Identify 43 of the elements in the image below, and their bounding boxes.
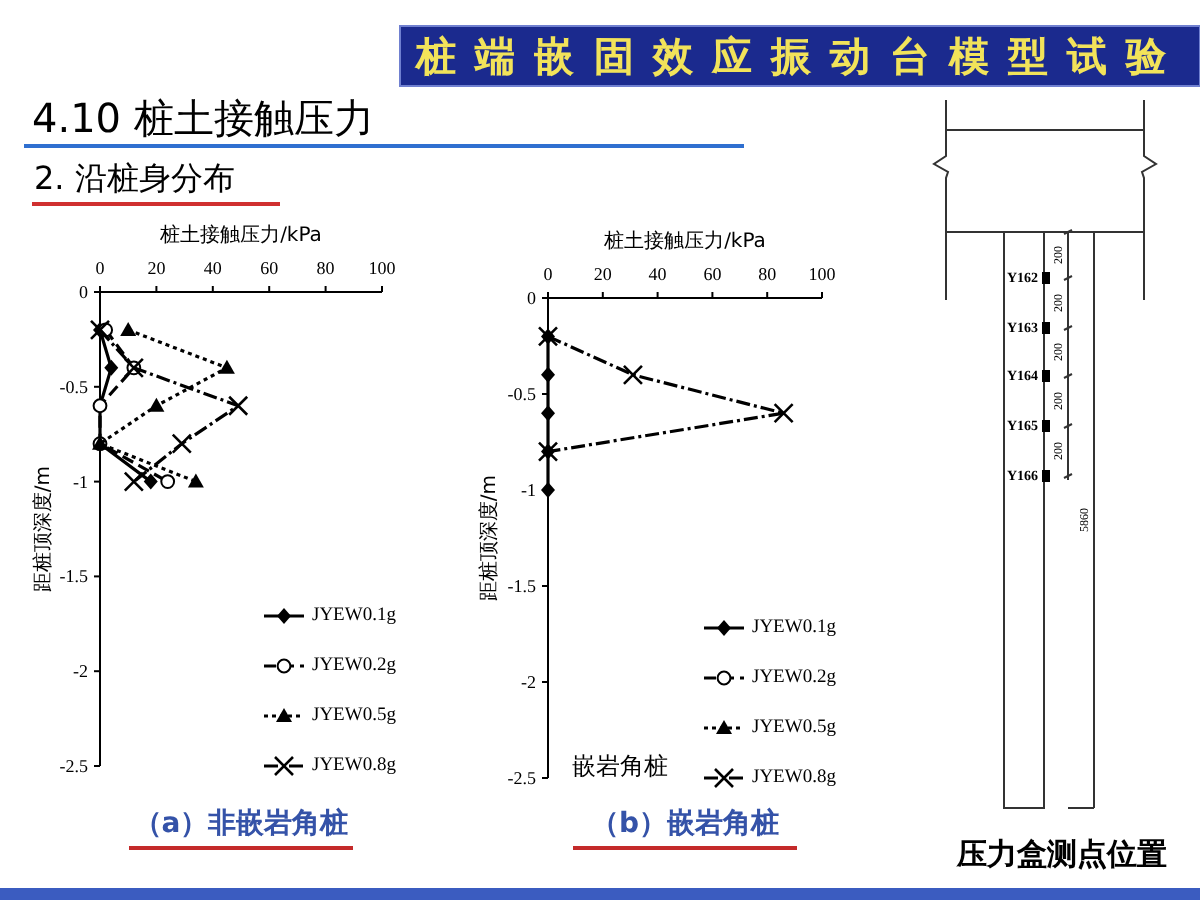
- y-tick-label: 0: [527, 288, 537, 308]
- legend-label: JYEW0.5g: [312, 706, 397, 726]
- annotation: 嵌岩角桩: [572, 752, 668, 780]
- y-tick-label: -2.5: [507, 768, 537, 788]
- x-tick-label: 60: [260, 258, 280, 278]
- y-tick-label: 0: [79, 282, 89, 302]
- x-tick-label: 100: [808, 264, 837, 284]
- legend-label: JYEW0.8g: [752, 768, 837, 788]
- text: 压力盒测点位置: [955, 836, 1167, 872]
- legend-label: JYEW0.2g: [752, 668, 837, 688]
- x-tick-label: 40: [203, 258, 223, 278]
- x-tick-label: 60: [703, 264, 723, 284]
- legend-label: JYEW0.2g: [312, 656, 397, 676]
- x-tick-label: 80: [316, 258, 336, 278]
- x-tick-label: 40: [648, 264, 668, 284]
- legend-label: JYEW0.1g: [752, 618, 837, 638]
- x-axis-title: 桩土接触压力/kPa: [602, 229, 766, 253]
- y-tick-label: -1: [521, 480, 536, 500]
- x-tick-label: 80: [758, 264, 778, 284]
- x-tick-label: 0: [543, 264, 554, 284]
- legend-label: JYEW0.8g: [312, 756, 397, 776]
- y-tick-label: -2: [73, 661, 88, 682]
- y-tick-label: -1: [73, 471, 88, 492]
- legend-label: JYEW0.1g: [312, 606, 397, 626]
- y-tick-label: -2: [521, 672, 536, 692]
- text: 桩端嵌固效应振动台模型试验: [414, 32, 1186, 80]
- x-tick-label: 0: [95, 258, 106, 278]
- text: 2. 沿桩身分布: [34, 159, 235, 197]
- y-axis-title: 距桩顶深度/m: [31, 465, 55, 593]
- y-tick-label: -1.5: [507, 576, 537, 596]
- x-axis-title: 桩土接触压力/kPa: [158, 223, 322, 247]
- y-tick-label: -0.5: [59, 376, 89, 397]
- text: 4.10 桩土接触压力: [32, 94, 374, 142]
- x-tick-label: 20: [593, 264, 613, 284]
- x-tick-label: 20: [147, 258, 167, 278]
- text: （b）嵌岩角桩: [590, 806, 780, 840]
- y-tick-label: -1.5: [59, 566, 89, 587]
- text: （a）非嵌岩角桩: [133, 806, 349, 840]
- x-tick-label: 100: [368, 258, 397, 278]
- y-tick-label: -2.5: [59, 756, 89, 776]
- y-axis-title: 距桩顶深度/m: [477, 474, 501, 602]
- y-tick-label: -0.5: [507, 384, 537, 404]
- legend-label: JYEW0.5g: [752, 718, 837, 738]
